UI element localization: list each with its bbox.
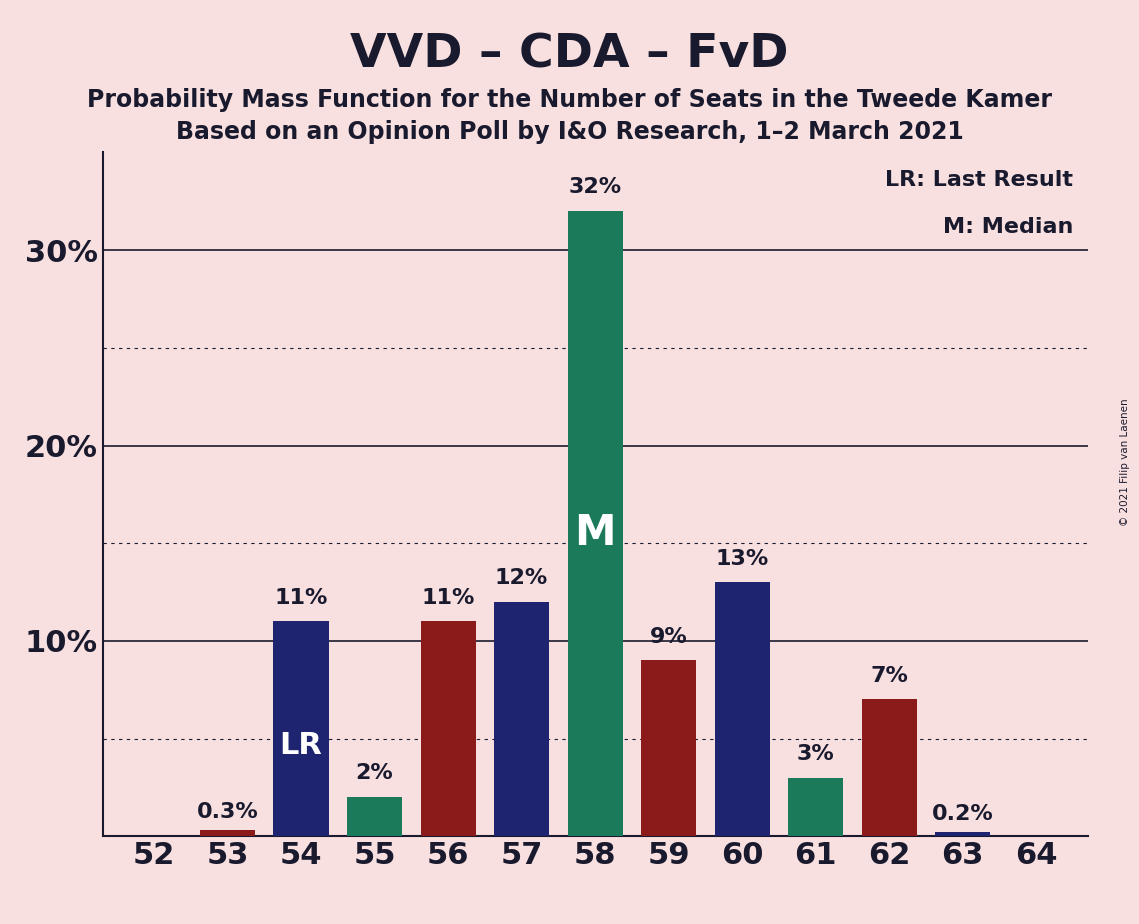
Bar <box>273 621 328 836</box>
Bar <box>641 661 696 836</box>
Bar <box>494 602 549 836</box>
Bar <box>347 797 402 836</box>
Text: 2%: 2% <box>355 763 393 784</box>
Bar <box>420 621 476 836</box>
Text: 12%: 12% <box>495 568 548 588</box>
Bar <box>200 831 255 836</box>
Text: 11%: 11% <box>421 588 475 608</box>
Text: 32%: 32% <box>568 177 622 198</box>
Bar <box>714 582 770 836</box>
Bar <box>935 833 990 836</box>
Text: LR: LR <box>279 732 322 760</box>
Text: Based on an Opinion Poll by I&O Research, 1–2 March 2021: Based on an Opinion Poll by I&O Research… <box>175 120 964 144</box>
Text: M: Median: M: Median <box>943 217 1073 237</box>
Text: 9%: 9% <box>649 626 688 647</box>
Text: 0.3%: 0.3% <box>197 801 259 821</box>
Text: 7%: 7% <box>870 666 908 686</box>
Text: 11%: 11% <box>274 588 328 608</box>
Text: VVD – CDA – FvD: VVD – CDA – FvD <box>351 32 788 78</box>
Bar <box>788 778 843 836</box>
Text: M: M <box>574 513 616 554</box>
Text: LR: Last Result: LR: Last Result <box>885 170 1073 189</box>
Bar <box>567 211 623 836</box>
Bar <box>862 699 917 836</box>
Text: 13%: 13% <box>715 549 769 568</box>
Text: 0.2%: 0.2% <box>932 804 993 823</box>
Text: 3%: 3% <box>797 744 835 764</box>
Text: © 2021 Filip van Laenen: © 2021 Filip van Laenen <box>1120 398 1130 526</box>
Text: Probability Mass Function for the Number of Seats in the Tweede Kamer: Probability Mass Function for the Number… <box>87 88 1052 112</box>
